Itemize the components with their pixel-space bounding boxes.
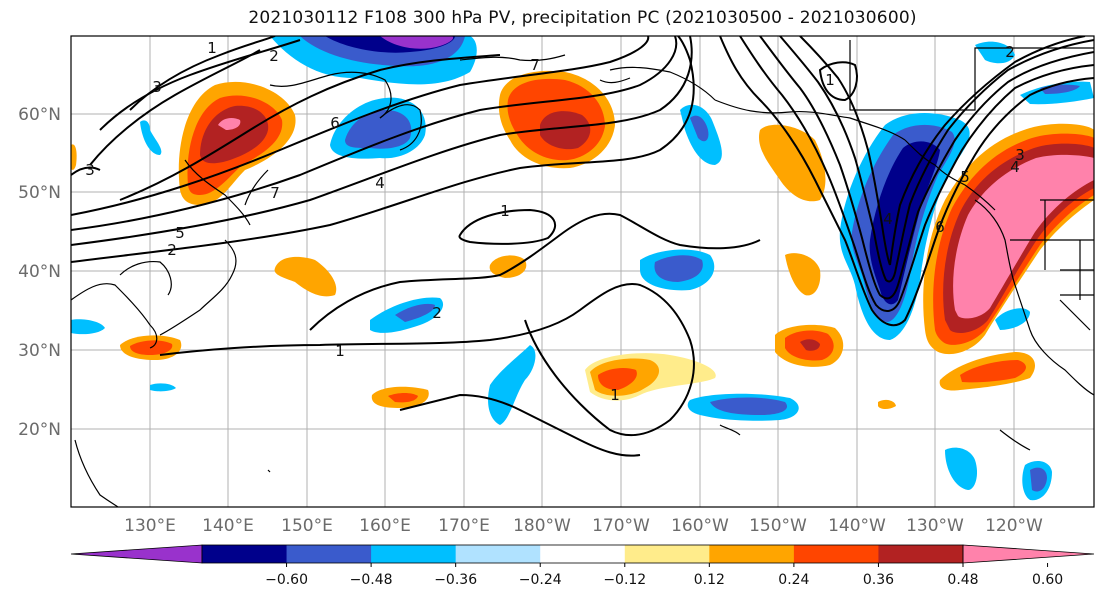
- contour-label: 4: [1010, 158, 1020, 176]
- contour-label: 1: [500, 202, 510, 220]
- plot-title: 2021030112 F108 300 hPa PV, precipitatio…: [248, 8, 917, 28]
- lat-label: 30°N: [18, 341, 61, 361]
- map-frame: [70, 35, 1095, 508]
- lon-label: 140°E: [202, 516, 254, 536]
- lat-label: 40°N: [18, 262, 61, 282]
- contour-label: 2: [167, 241, 177, 259]
- contour-label: 7: [530, 56, 540, 74]
- colorbar-segment: [540, 545, 626, 563]
- latitude-labels: 60°N 50°N 40°N 30°N 20°N: [18, 105, 61, 440]
- colorbar-segment: [371, 545, 457, 563]
- contour-label: 1: [335, 342, 345, 360]
- colorbar-tick-labels: −0.60 −0.48 −0.36 −0.24 −0.12 0.12 0.24 0.36 0.4…: [265, 572, 1063, 588]
- lat-label: 20°N: [18, 420, 61, 440]
- colorbar-segment: [878, 545, 964, 563]
- contour-label: 6: [330, 114, 340, 132]
- colorbar-tick-label: 0.12: [694, 572, 725, 588]
- contour-label: 6: [935, 218, 945, 236]
- colorbar-segment: [455, 545, 541, 563]
- colorbar-segment: [793, 545, 879, 563]
- colorbar-frame: [201, 544, 964, 564]
- contour-label: 5: [960, 168, 970, 186]
- pv-contours: [71, 36, 1094, 457]
- colorbar-tick-label: 0.36: [863, 572, 894, 588]
- colorbar: [70, 544, 1095, 567]
- lon-label: 180°W: [513, 516, 571, 536]
- contour-label: 4: [375, 174, 385, 192]
- lat-label: 60°N: [18, 105, 61, 125]
- lon-label: 130°E: [124, 516, 176, 536]
- colorbar-tick-label: 0.60: [1032, 572, 1063, 588]
- contour-label: 2: [1005, 43, 1015, 61]
- colorbar-segment: [202, 545, 288, 563]
- lon-label: 170°E: [438, 516, 490, 536]
- precip-pc-shading: [71, 36, 1094, 501]
- colorbar-tick-label: −0.24: [519, 572, 562, 588]
- contour-label: 1: [825, 71, 835, 89]
- lon-label: 170°W: [592, 516, 650, 536]
- colorbar-tick-label: −0.12: [603, 572, 646, 588]
- lon-label: 140°W: [828, 516, 886, 536]
- contour-label: 3: [1015, 146, 1025, 164]
- lon-label: 150°E: [281, 516, 333, 536]
- contour-label: 1: [207, 39, 217, 57]
- contour-label: 4: [883, 210, 893, 228]
- contour-label: 7: [270, 184, 280, 202]
- contour-label: 2: [432, 304, 442, 322]
- contour-label: 1: [610, 386, 620, 404]
- colorbar-extend-low: [70, 544, 203, 564]
- contour-labels: 1 2 3 4 5 6 7 1 2 1 7 1 2 3 4 4 5 6 3 2 …: [85, 39, 1025, 404]
- colorbar-segment: [624, 545, 710, 563]
- contour-label: 5: [175, 224, 185, 242]
- colorbar-segment: [286, 545, 372, 563]
- coastlines: [71, 40, 1094, 507]
- colorbar-segment: [709, 545, 795, 563]
- contour-label: 3: [152, 78, 162, 96]
- colorbar-tick-label: −0.36: [434, 572, 477, 588]
- lon-label: 130°W: [906, 516, 964, 536]
- contour-label: 2: [269, 47, 279, 65]
- lon-label: 120°W: [985, 516, 1043, 536]
- colorbar-extend-high: [962, 544, 1095, 564]
- colorbar-tick-label: 0.48: [947, 572, 978, 588]
- lon-label: 160°E: [359, 516, 411, 536]
- colorbar-tick-label: 0.24: [778, 572, 809, 588]
- lon-label: 150°W: [749, 516, 807, 536]
- colorbar-tick-label: −0.48: [350, 572, 393, 588]
- contour-label: 3: [85, 161, 95, 179]
- colorbar-tick-label: −0.60: [265, 572, 308, 588]
- longitude-labels: 130°E 140°E 150°E 160°E 170°E 180°W 170°…: [124, 516, 1043, 536]
- lat-label: 50°N: [18, 183, 61, 203]
- lon-label: 160°W: [671, 516, 729, 536]
